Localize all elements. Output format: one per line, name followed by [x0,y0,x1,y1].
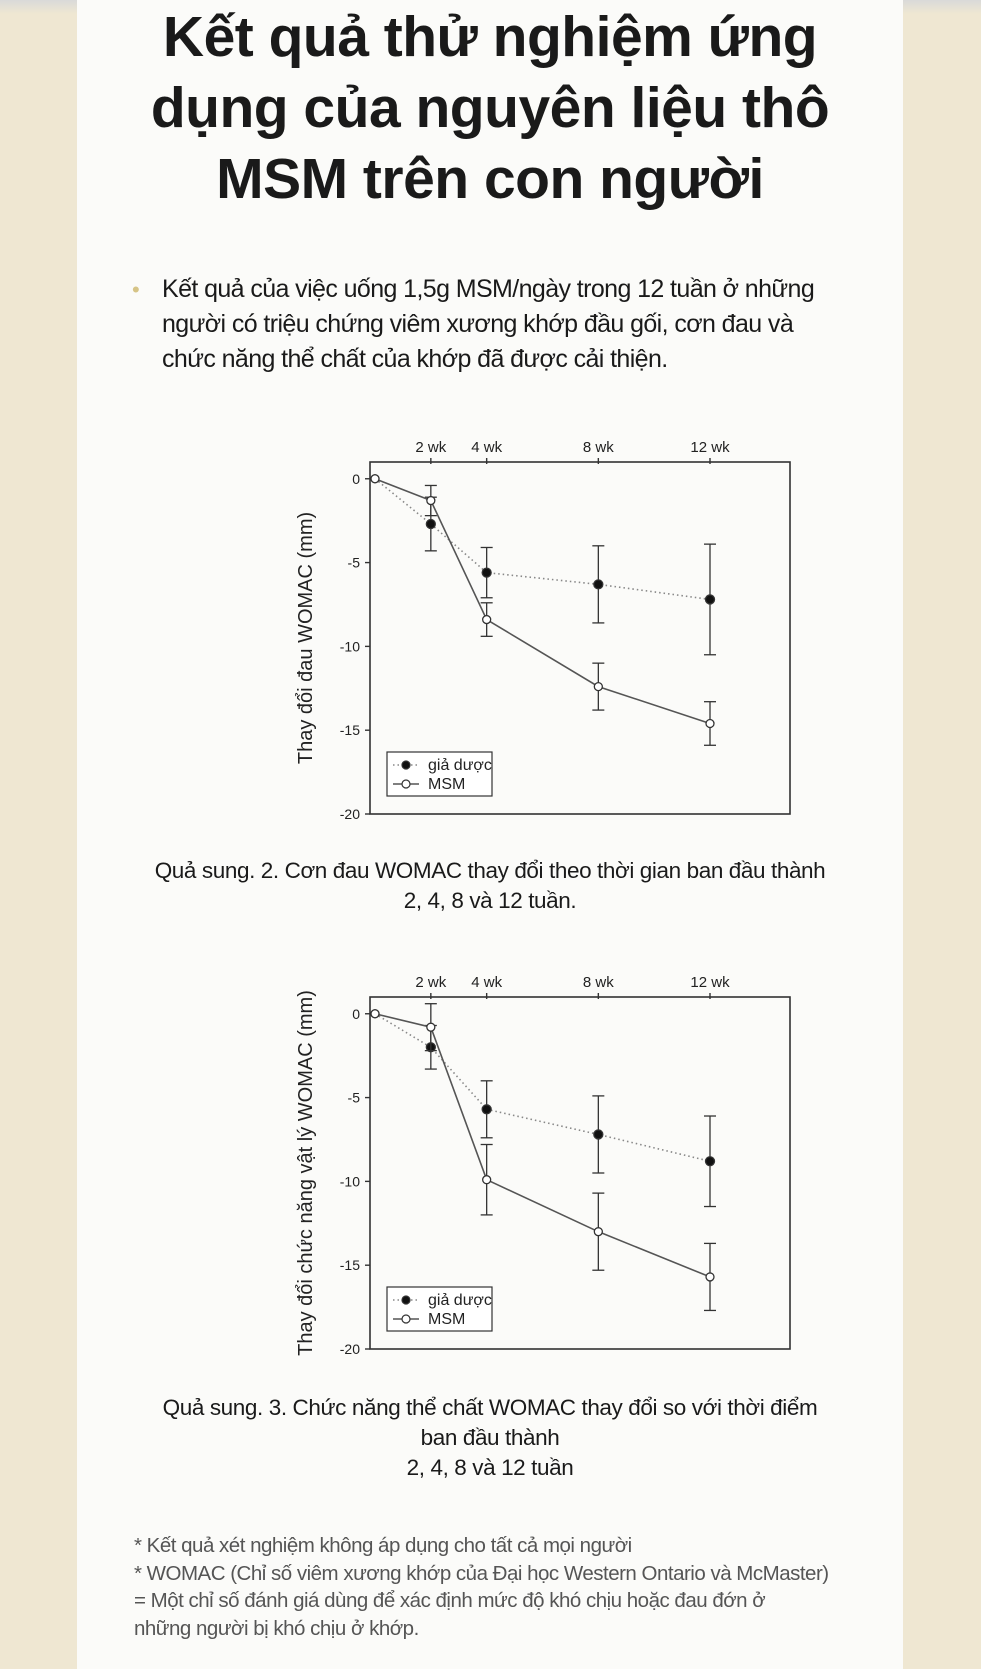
bullet-line: chức năng thể chất của khớp đã được cải … [162,345,668,373]
top-tick-label: 2 wk [415,439,446,456]
legend-label: MSM [428,1311,465,1328]
data-point [425,518,436,530]
top-tick-label: 8 wk [583,439,614,456]
y-tick-label: 0 [352,471,360,487]
data-point [481,567,492,578]
data-point [593,1227,603,1237]
y-tick-label: -5 [348,1090,361,1106]
y-tick-label: -15 [340,722,360,738]
data-point [481,1104,492,1115]
legend-marker [401,760,411,770]
caption-line: Quả sung. 3. Chức năng thể chất WOMAC th… [162,1395,818,1420]
y-tick-label: 0 [352,1006,360,1022]
series-line [374,1012,711,1278]
y-tick-label: -10 [340,1173,360,1189]
footnotes: * Kết quả xét nghiệm không áp dụng cho t… [134,1532,894,1642]
data-point [593,681,603,692]
article-page: Kết quả thử nghiệm ứng dụng của nguyên l… [77,0,903,1669]
data-point [704,1156,716,1167]
data-point [426,495,436,506]
data-point [370,474,380,484]
data-point [705,1272,715,1282]
figure-caption-2: Quả sung. 2. Cơn đau WOMAC thay đổi theo… [77,856,903,916]
legend-label: giả dược [428,1292,492,1309]
top-tick-label: 8 wk [583,974,614,991]
legend-marker [401,1314,411,1324]
top-tick-label: 2 wk [415,974,446,991]
top-tick-label: 12 wk [690,439,730,456]
title-line: MSM trên con người [216,147,764,211]
title-line: dụng của nguyên liệu thô [150,76,830,140]
caption-line: Quả sung. 2. Cơn đau WOMAC thay đổi theo… [154,858,826,883]
legend-box [386,1286,493,1332]
top-tick-label: 4 wk [471,974,502,991]
data-point [705,718,715,729]
title-line: Kết quả thử nghiệm ứng [162,5,818,69]
y-tick-label: -15 [340,1257,360,1273]
data-point [593,579,604,590]
legend-label: MSM [428,776,465,793]
legend-marker [401,1295,411,1305]
bullet-line: Kết quả của việc uống 1,5g MSM/ngày tron… [162,275,815,303]
y-tick-label: -10 [340,638,360,654]
footnote-line: * Kết quả xét nghiệm không áp dụng cho t… [134,1534,632,1557]
y-tick-label: -5 [348,555,361,571]
figure-caption-3: Quả sung. 3. Chức năng thể chất WOMAC th… [77,1393,903,1483]
y-axis-label: Thay đổi đau WOMAC (mm) [295,512,317,764]
y-axis-label: Thay đổi chức năng vật lý WOMAC (mm) [295,990,317,1356]
footnote-line: những người bị khó chịu ở khớp. [134,1616,419,1640]
legend-marker [401,779,411,789]
data-point [370,1009,380,1019]
bullet-marker: • [132,277,140,302]
caption-line: ban đầu thành [420,1425,560,1450]
womac-function-chart: 2 wk 4 wk 8 wk 12 wk 0 -5 -10 -15 -20 Thay đổi ch… [215,965,791,1357]
chart-svg: 2 wk 4 wk 8 wk 12 wk 0 -5 -10 -15 -20 Thay đổi đa… [295,439,791,822]
data-point [482,614,492,625]
page-title: Kết quả thử nghiệm ứng dụng của nguyên l… [77,2,903,215]
legend-label: giả dược [428,757,492,774]
data-point [426,1022,436,1032]
series-line [374,1013,711,1163]
legend-box [386,751,493,797]
data-point [482,1175,492,1185]
caption-line: 2, 4, 8 và 12 tuần. [403,888,577,913]
caption-line: 2, 4, 8 và 12 tuần [406,1455,574,1480]
y-tick-label: -20 [340,806,360,822]
data-point [704,594,716,605]
data-point [593,1129,604,1140]
footnote-line: * WOMAC (Chỉ số viêm xương khớp của Đại … [134,1561,829,1585]
womac-pain-chart: 2 wk 4 wk 8 wk 12 wk 0 -5 -10 -15 -20 Thay đổi đa… [215,430,791,822]
y-tick-label: -20 [340,1341,360,1357]
chart-svg: 2 wk 4 wk 8 wk 12 wk 0 -5 -10 -15 -20 Thay đổi ch… [295,974,791,1357]
plot-frame [369,996,791,1350]
bullet-text: Kết quả của việc uống 1,5g MSM/ngày tron… [162,272,862,377]
top-tick-label: 4 wk [471,439,502,456]
bullet-line: người có triệu chứng viêm xương khớp đầu… [162,310,794,338]
top-tick-label: 12 wk [690,974,730,991]
footnote-line: = Một chỉ số đánh giá dùng để xác định m… [134,1589,766,1612]
plot-frame [369,461,791,815]
